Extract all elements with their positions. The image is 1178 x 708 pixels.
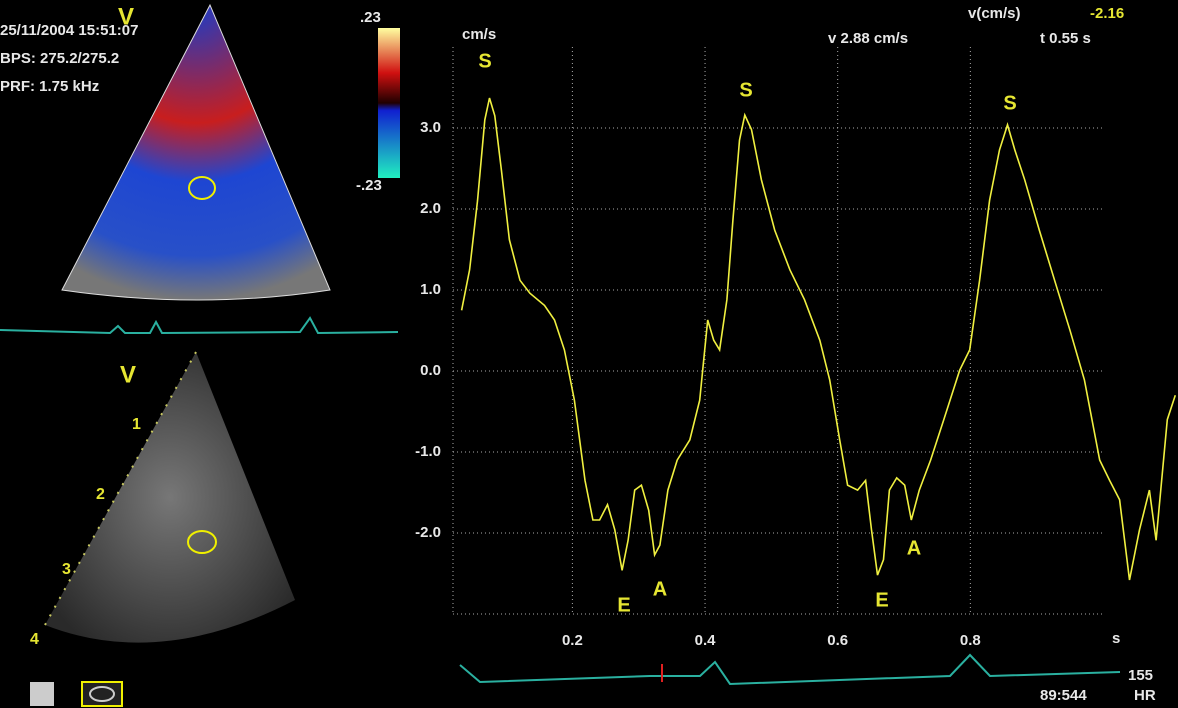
prf: PRF: 1.75 kHz <box>0 78 99 95</box>
y-axis-label: cm/s <box>462 26 496 43</box>
color-scale <box>378 28 400 178</box>
hr-value: 155 <box>1128 667 1153 684</box>
y-tick-label: 1.0 <box>420 281 441 298</box>
sample-volume-2 <box>187 530 217 554</box>
peak-label: E <box>617 594 630 616</box>
readout-v: v 2.88 cm/s <box>828 30 908 47</box>
y-tick-label: 0.0 <box>420 362 441 379</box>
peak-label: E <box>875 589 888 611</box>
y-tick-label: 2.0 <box>420 200 441 217</box>
bps: BPS: 275.2/275.2 <box>0 50 119 67</box>
hr-label: HR <box>1134 687 1156 704</box>
x-tick-label: 0.6 <box>827 632 848 649</box>
ellipse-icon <box>89 686 115 702</box>
peak-label: A <box>907 537 921 559</box>
y-tick-label: -1.0 <box>415 443 441 460</box>
x-tick-label: 0.2 <box>562 632 583 649</box>
ecg-bottom <box>459 653 1121 686</box>
sample-volume <box>188 176 216 200</box>
depth-label: 2 <box>96 486 105 503</box>
y-tick-label: -2.0 <box>415 524 441 541</box>
view-label: V <box>118 3 134 30</box>
x-tick-label: 0.4 <box>695 632 717 649</box>
bmode-sector <box>45 352 295 643</box>
readout-label: v(cm/s) <box>968 5 1021 22</box>
frame: 89:544 <box>1040 687 1087 704</box>
view-label-2: V <box>120 361 136 388</box>
depth-label: 1 <box>132 416 141 433</box>
ecg-top <box>0 316 399 335</box>
peak-label: S <box>739 79 752 101</box>
peak-label: S <box>478 50 491 72</box>
doppler-sector <box>61 3 331 301</box>
date: 25/11/2004 15:51:07 <box>0 22 138 39</box>
depth-label: 3 <box>62 561 71 578</box>
x-axis-label: s <box>1112 630 1120 647</box>
scale-min: -.23 <box>356 177 382 194</box>
ellipse-tool[interactable] <box>81 681 123 707</box>
scale-max: .23 <box>360 9 381 26</box>
y-tick-label: 3.0 <box>420 119 441 136</box>
peak-label: S <box>1003 92 1016 114</box>
readout-t: t 0.55 s <box>1040 30 1091 47</box>
velocity-trace <box>460 97 1177 581</box>
pencil-tool[interactable] <box>30 682 54 706</box>
x-tick-label: 0.8 <box>960 632 981 649</box>
readout-value: -2.16 <box>1090 5 1124 22</box>
depth-label: 4 <box>30 631 39 648</box>
peak-label: A <box>653 578 667 600</box>
depth-ruler <box>44 351 197 626</box>
